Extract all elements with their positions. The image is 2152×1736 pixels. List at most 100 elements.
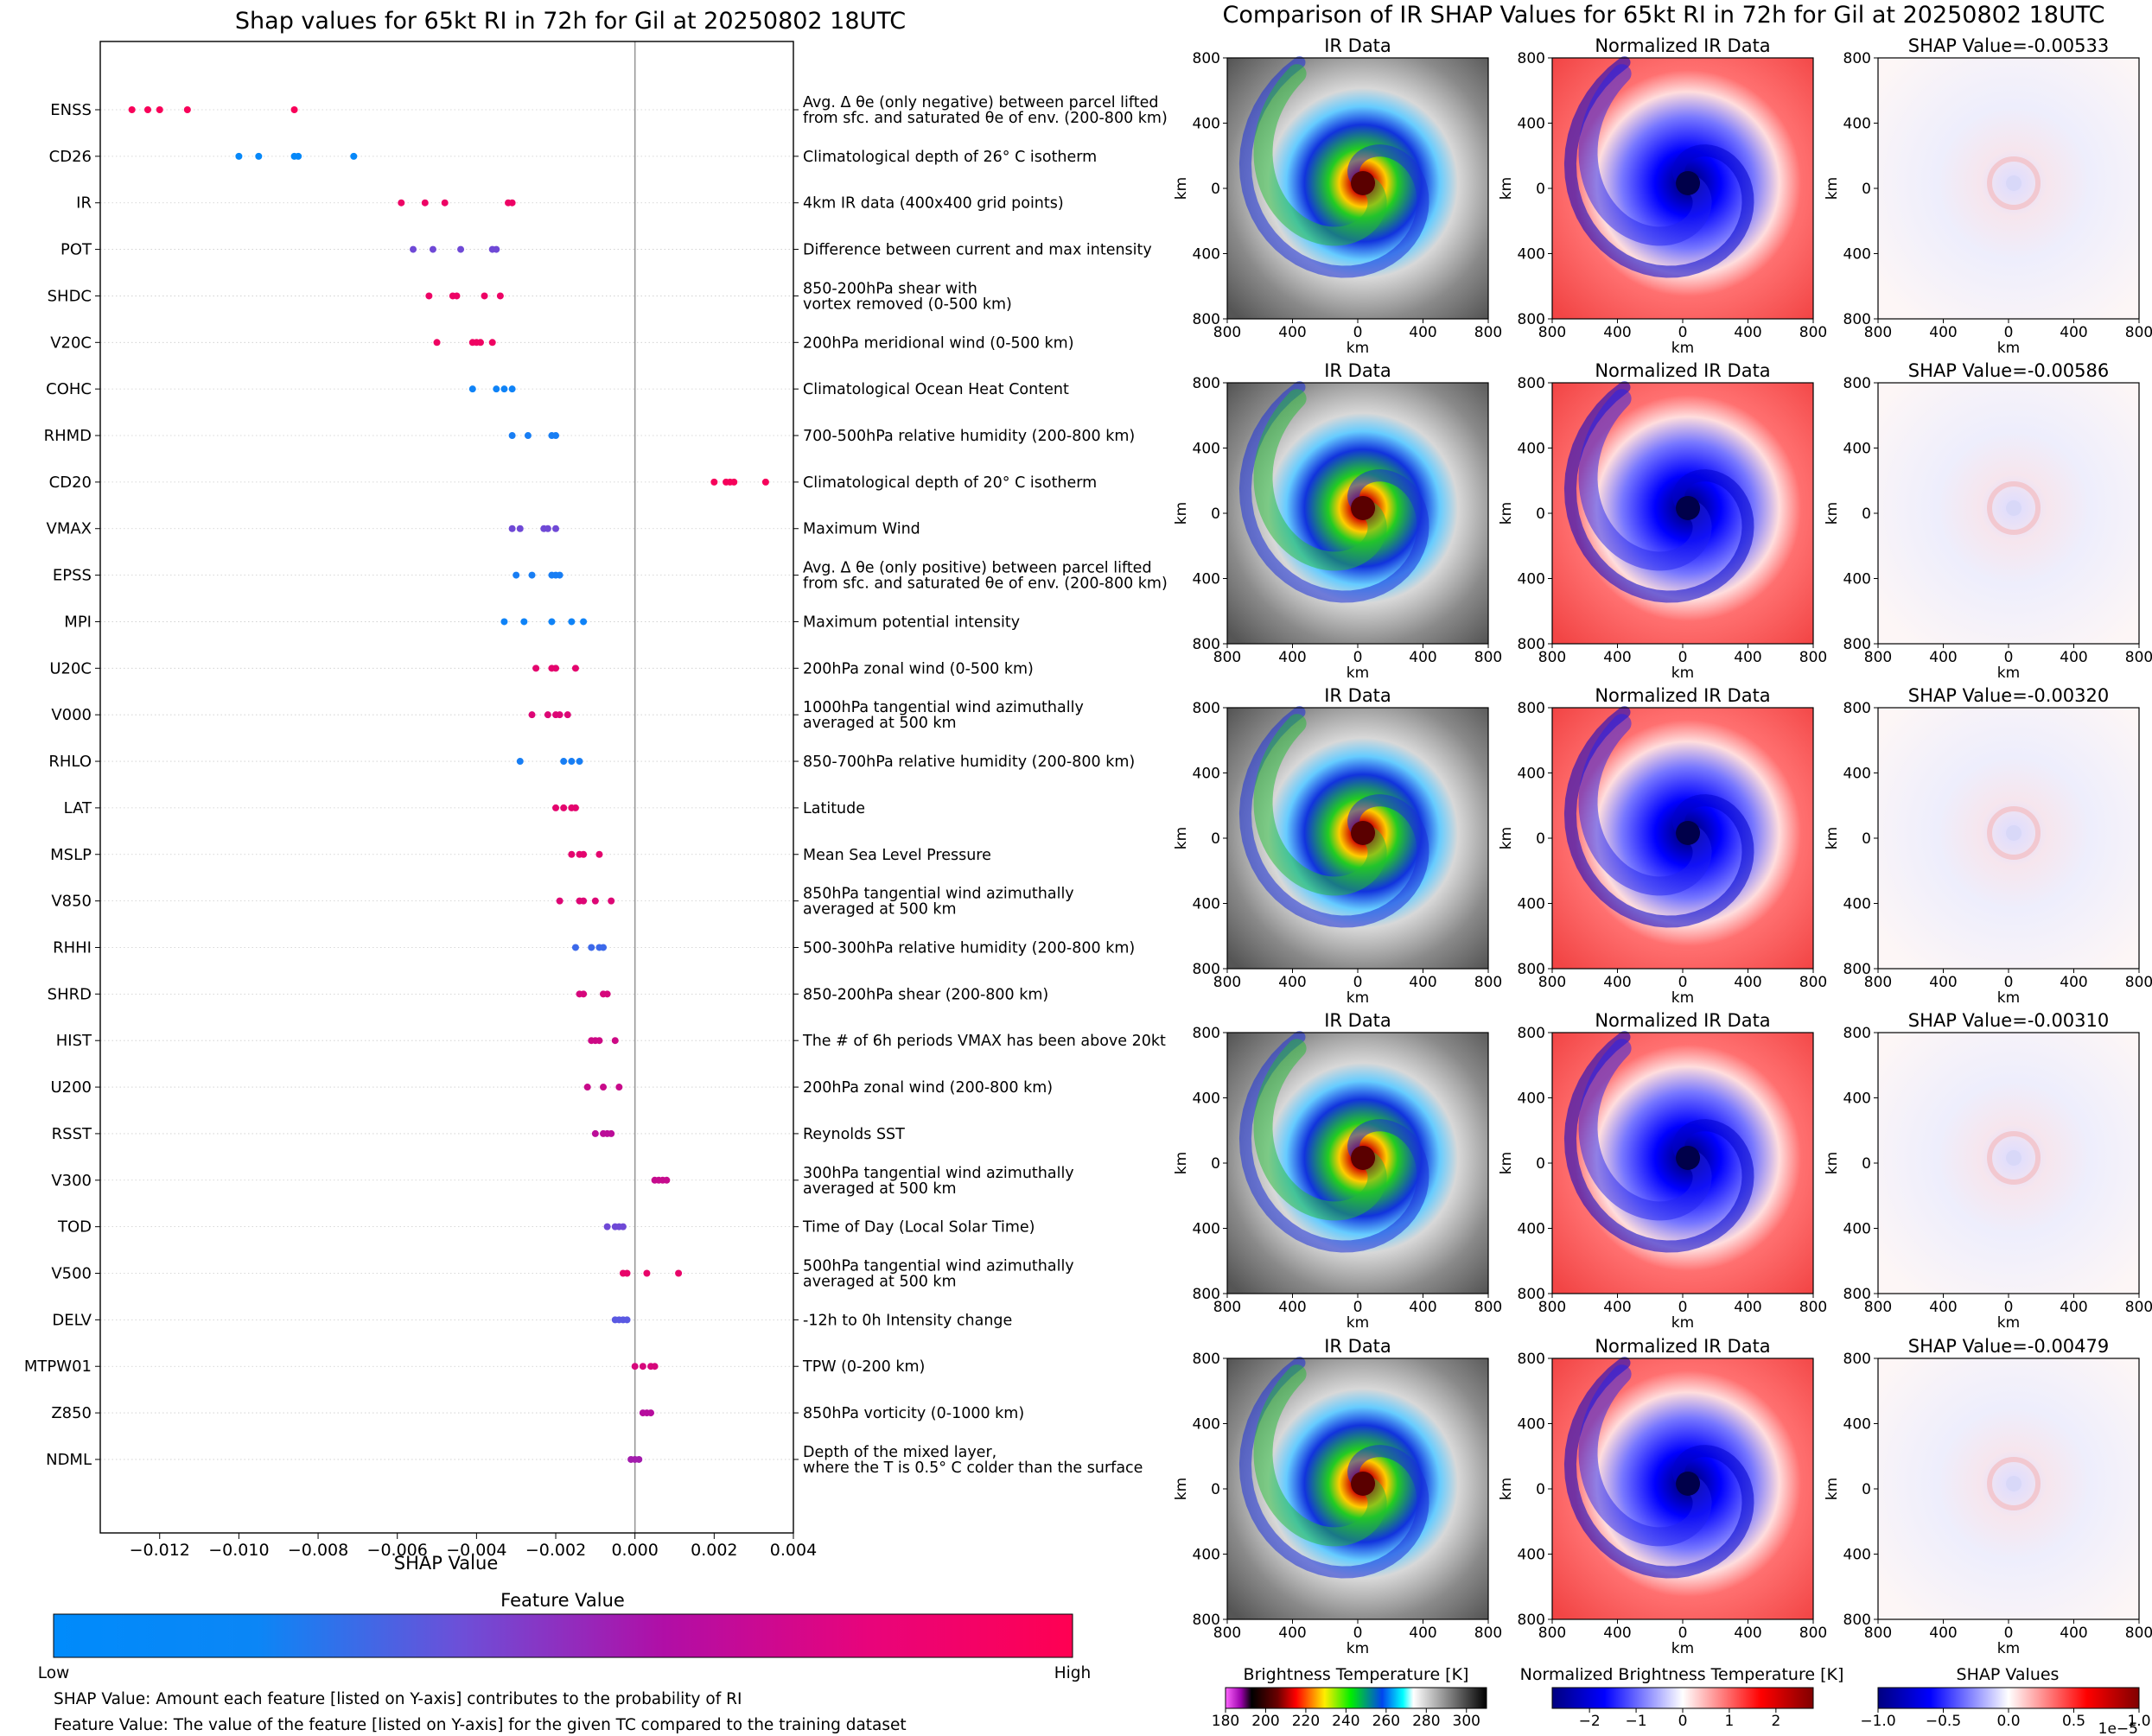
storm-core <box>1676 1471 1701 1496</box>
panel-y-tick-label: 0 <box>1862 830 1871 848</box>
panel-x-tick-label: 800 <box>2125 1625 2152 1642</box>
panel-x-label: km <box>1347 340 1369 357</box>
shap-point <box>500 618 508 626</box>
panel-y-tick-label: 400 <box>1193 1221 1220 1238</box>
panel-x-label: km <box>1347 1640 1369 1657</box>
feature-label: MPI <box>64 613 92 631</box>
panel-x-label: km <box>1671 665 1694 682</box>
panel-y-tick-label: 400 <box>1518 896 1545 913</box>
panel-x-tick-label: 0 <box>2004 324 2014 341</box>
shap-point <box>255 152 263 160</box>
panel-x-tick-label: 400 <box>2060 649 2087 666</box>
panel-y-tick-label: 0 <box>1536 1155 1545 1173</box>
colorbar-tick-label: 280 <box>1412 1713 1440 1730</box>
image-panel: Normalized IR Data8008004004000040040080… <box>1498 1010 1827 1332</box>
feature-description: vortex removed (0-500 km) <box>803 296 1012 313</box>
x-tick-label: −0.008 <box>288 1541 348 1560</box>
panel-y-tick-label: 400 <box>1193 116 1220 133</box>
panel-x-tick-label: 400 <box>1929 974 1957 991</box>
feature-description: Avg. Δ θe (only negative) between parcel… <box>803 94 1158 111</box>
panel-y-tick-label: 400 <box>1518 1416 1545 1434</box>
image-panel: Normalized IR Data8008004004000040040080… <box>1498 360 1827 682</box>
rain-band <box>1578 64 1712 246</box>
shap-eye-center <box>2006 1475 2022 1491</box>
image-panel: Normalized IR Data8008004004000040040080… <box>1498 685 1827 1007</box>
panel-x-tick-label: 400 <box>1734 974 1761 991</box>
storm-core <box>1676 1145 1701 1170</box>
panel-x-tick-label: 800 <box>1799 649 1827 666</box>
panel-y-label: km <box>1824 177 1841 200</box>
x-tick-label: 0.000 <box>611 1541 658 1560</box>
shap-point <box>611 1037 619 1045</box>
feature-description: 850-700hPa relative humidity (200-800 km… <box>803 754 1135 771</box>
panel-x-tick-label: 400 <box>1278 974 1306 991</box>
colorbar-tick-label: 2 <box>1771 1713 1780 1730</box>
panel-x-label: km <box>1347 1314 1369 1332</box>
colorbar-tick-label: −2 <box>1579 1713 1601 1730</box>
feature-label: RHLO <box>48 753 92 771</box>
panel-x-tick-label: 800 <box>1474 974 1502 991</box>
storm-core <box>1676 495 1701 520</box>
shap-point <box>580 897 588 905</box>
feature-label: V850 <box>51 893 92 911</box>
shap-point <box>635 1455 643 1463</box>
feature-description: Reynolds SST <box>803 1126 905 1143</box>
shap-point <box>350 152 358 160</box>
panel-x-tick-label: 0 <box>1678 324 1688 341</box>
shap-point <box>643 1269 651 1277</box>
normalized-brightness-colorbar: Normalized Brightness Temperature [K] −2… <box>1520 1665 1844 1730</box>
feature-description: 200hPa zonal wind (200-800 km) <box>803 1079 1053 1097</box>
panel-y-tick-label: 0 <box>1211 181 1220 198</box>
panel-y-tick-label: 400 <box>1193 766 1220 783</box>
shap-point <box>647 1409 655 1417</box>
shap-point <box>468 385 476 393</box>
feature-label: RSST <box>52 1125 92 1143</box>
shap-point <box>600 944 608 951</box>
panel-x-tick-label: 800 <box>1213 649 1241 666</box>
feature-description: 850hPa vorticity (0-1000 km) <box>803 1405 1024 1422</box>
brightness-temperature-colorbar: Brightness Temperature [K] 180 200 220 240 2… <box>1212 1665 1487 1730</box>
image-panel: SHAP Value=-0.00533800800400400004004008… <box>1824 35 2152 357</box>
panel-y-tick-label: 800 <box>1843 50 1871 67</box>
shap-point <box>603 1223 611 1230</box>
feature-description: 200hPa meridional wind (0-500 km) <box>803 334 1074 352</box>
panel-y-tick-label: 0 <box>1862 181 1871 198</box>
feature-label: COHC <box>46 380 92 398</box>
colorbar-tick-label: −1 <box>1626 1713 1647 1730</box>
storm-core <box>1351 170 1376 195</box>
shap-point <box>524 432 532 440</box>
panel-x-tick-label: 400 <box>1409 1625 1436 1642</box>
feature-description: from sfc. and saturated θe of env. (200-… <box>803 575 1168 593</box>
feature-label: V20C <box>50 334 92 352</box>
feature-label: SHRD <box>48 985 92 1003</box>
shap-point <box>631 1363 639 1370</box>
shap-point <box>183 106 191 113</box>
panel-y-label: km <box>1173 1478 1190 1500</box>
storm-core <box>1676 170 1701 195</box>
summary-plot: ENSS CD26 IR POT SHDC V20C COHC RHMD CD20 VMAX EPS… <box>24 41 1168 1560</box>
shap-point <box>556 571 563 579</box>
feature-description: The # of 6h periods VMAX has been above … <box>802 1033 1166 1050</box>
panel-y-tick-label: 800 <box>1843 1612 1871 1629</box>
shap-point <box>710 478 718 486</box>
shap-point <box>623 1316 631 1324</box>
feature-label: V500 <box>51 1265 92 1283</box>
panel-title: Normalized IR Data <box>1595 360 1770 381</box>
feature-label: RHMD <box>44 427 92 445</box>
spiral-band <box>1238 1031 1429 1253</box>
panel-y-tick-label: 800 <box>1843 961 1871 978</box>
panel-y-tick-label: 800 <box>1843 700 1871 717</box>
panel-x-tick-label: 800 <box>2125 649 2152 666</box>
panel-x-tick-label: 400 <box>1734 324 1761 341</box>
shap-eye-ring <box>1987 1130 2041 1185</box>
panel-x-tick-label: 400 <box>1929 1299 1957 1316</box>
panel-x-tick-label: 400 <box>1603 1625 1631 1642</box>
feature-label: CD26 <box>49 148 92 166</box>
panel-y-tick-label: 800 <box>1193 636 1220 653</box>
shap-point <box>544 525 551 532</box>
shap-point <box>457 245 465 253</box>
rain-band <box>1578 1364 1712 1547</box>
panel-y-tick-label: 400 <box>1843 441 1871 458</box>
